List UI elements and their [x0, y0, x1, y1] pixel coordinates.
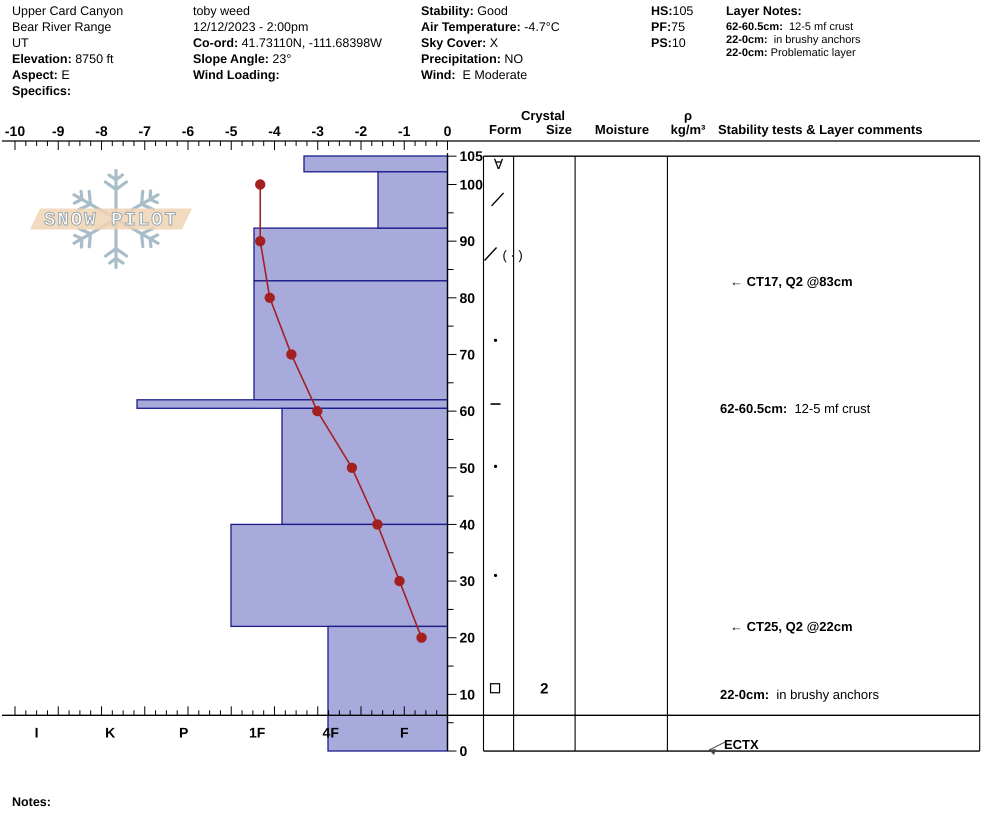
svg-text:-7: -7: [139, 123, 152, 139]
svg-text:-4: -4: [268, 123, 281, 139]
svg-text:0: 0: [444, 123, 452, 139]
svg-text:P: P: [179, 724, 188, 740]
svg-text:( · ): ( · ): [502, 247, 522, 262]
svg-text:∀: ∀: [494, 156, 504, 172]
svg-text:20: 20: [460, 630, 476, 646]
svg-text:100: 100: [460, 177, 484, 193]
svg-text:0: 0: [460, 743, 468, 759]
svg-text:-5: -5: [225, 123, 238, 139]
svg-text:K: K: [105, 724, 115, 740]
svg-text:-8: -8: [95, 123, 108, 139]
svg-text:50: 50: [460, 460, 476, 476]
svg-text:60: 60: [460, 403, 476, 419]
svg-text:-10: -10: [5, 123, 25, 139]
svg-text:80: 80: [460, 290, 476, 306]
svg-text:F: F: [400, 724, 409, 740]
svg-text:10: 10: [460, 686, 476, 702]
svg-text:I: I: [35, 724, 39, 740]
svg-text:30: 30: [460, 573, 476, 589]
svg-text:70: 70: [460, 346, 476, 362]
svg-text:4F: 4F: [323, 724, 340, 740]
svg-text:2: 2: [540, 681, 548, 698]
svg-text:40: 40: [460, 516, 476, 532]
svg-text:-1: -1: [398, 123, 411, 139]
svg-text:-6: -6: [182, 123, 195, 139]
svg-text:-9: -9: [52, 123, 65, 139]
svg-text:-3: -3: [312, 123, 325, 139]
svg-text:1F: 1F: [249, 724, 266, 740]
svg-text:-2: -2: [355, 123, 368, 139]
svg-text:SNOW PILOT: SNOW PILOT: [44, 209, 178, 231]
svg-text:105: 105: [460, 148, 484, 164]
svg-text:90: 90: [460, 233, 476, 249]
